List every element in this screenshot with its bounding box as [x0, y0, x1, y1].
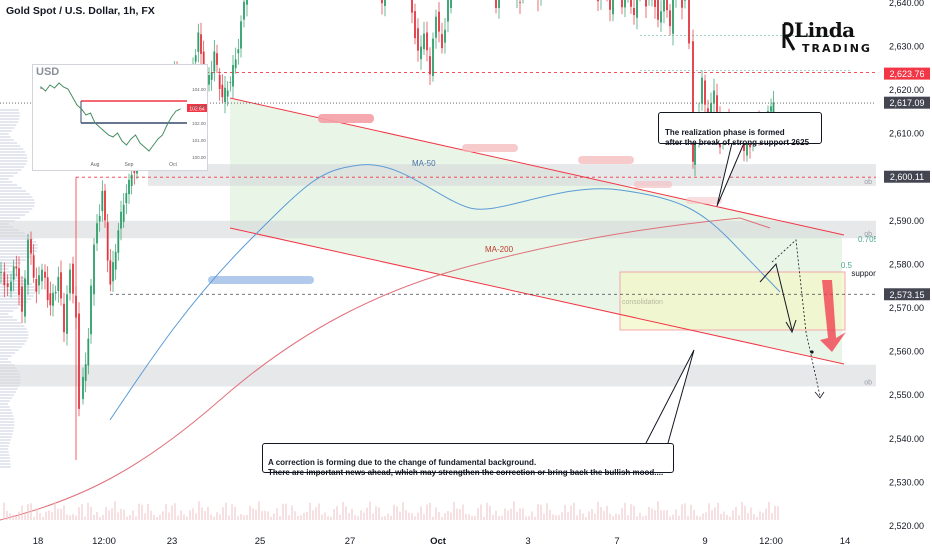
consolidation-label: consolidation [622, 299, 663, 306]
time-tick-label: 12:00 [759, 536, 783, 547]
logo-mark-icon [782, 22, 796, 51]
inset-svg: 102.64 104.00 103.00 102.00 101.00 100.00 Aug S… [40, 82, 207, 168]
price-label: 2,617.09 [889, 98, 924, 108]
consolidation-zone [620, 272, 845, 330]
ob-zone [0, 220, 876, 239]
supply-marker [578, 156, 634, 164]
time-tick-label: 3 [525, 536, 530, 547]
ob-zone-label: ob [864, 231, 872, 238]
time-tick-label: 23 [167, 536, 178, 547]
time-tick-label: 14 [840, 536, 851, 547]
ob-zone [0, 364, 876, 387]
price-label-bg [884, 67, 930, 80]
time-tick-label: Oct [430, 536, 447, 547]
inset-time-tick: Oct [169, 162, 177, 168]
ob-zone [148, 164, 876, 186]
annotation-text: A correction is forming due to the chang… [268, 458, 664, 477]
projection-point [810, 350, 814, 354]
price-tick-label: 2,590.00 [889, 216, 924, 226]
price-tick-label: 2,580.00 [889, 259, 924, 269]
time-axis-bg [0, 528, 876, 550]
time-tick-label: 18 [33, 536, 44, 547]
ob-zone-label: ob [864, 179, 872, 186]
price-tick-label: 2,540.00 [889, 434, 924, 444]
projection-arrowhead [785, 319, 797, 334]
fib-05-label: 0.5 [841, 261, 853, 270]
price-tick-label: 2,530.00 [889, 477, 924, 487]
channel-lower-line [229, 227, 845, 365]
callout-pointer [716, 142, 745, 207]
inset-price-tick: 101.00 [192, 138, 206, 143]
price-tick-label: 2,630.00 [889, 41, 924, 51]
inset-price-tick: 104.00 [192, 87, 206, 92]
price-tick-label: 2,610.00 [889, 129, 924, 139]
annotation-realization: The realization phase is formed after th… [658, 112, 822, 147]
time-tick-label: 25 [255, 536, 266, 547]
ma-50-label: MA-50 [412, 159, 436, 168]
usd-inset-chart: USD 102.64 104.00 103.00 102.00 101.00 100.00… [32, 64, 208, 171]
inset-time-tick: Sep [125, 162, 134, 168]
inset-price-line-down [40, 82, 181, 152]
inset-badge: 102.64 [189, 107, 205, 113]
supply-marker [318, 114, 374, 123]
supply-marker [686, 197, 722, 204]
inset-price-line [40, 82, 181, 152]
price-tick-label: 2,640.00 [889, 0, 924, 8]
candle-bodies-down [3, 0, 763, 409]
consolidation-border [619, 271, 846, 331]
price-tick-label: 2,620.00 [889, 85, 924, 95]
price-tick-label: 2,520.00 [889, 521, 924, 531]
annotation-text: The realization phase is formed after th… [665, 128, 810, 147]
supply-marker [634, 181, 672, 188]
chart-title: Gold Spot / U.S. Dollar, 1h, FX [6, 5, 155, 17]
ma-200-line [0, 217, 771, 521]
supply-marker [462, 144, 518, 152]
time-tick-label: 9 [702, 536, 707, 547]
price-label: 2,573.15 [889, 290, 924, 300]
ma-200-label: MA-200 [485, 245, 514, 254]
inset-price-tick: 102.00 [192, 121, 206, 126]
support-label: support [851, 269, 878, 278]
price-label: 2,600.11 [890, 172, 924, 182]
price-tick-label: 2,560.00 [889, 347, 924, 357]
price-label-bg [884, 288, 930, 301]
price-label-bg [884, 96, 930, 109]
callout-pointer [645, 349, 695, 444]
time-tick-label: 7 [614, 536, 619, 547]
price-tick-label: 2,550.00 [889, 390, 924, 400]
time-tick-label: 12:00 [92, 536, 116, 547]
demand-marker [208, 276, 314, 284]
alt-projection-arrowhead [814, 391, 825, 399]
time-tick-label: 27 [345, 536, 356, 547]
inset-badge-bg [187, 104, 207, 112]
price-tick-label: 2,570.00 [889, 303, 924, 313]
price-label: 2,623.76 [889, 69, 924, 79]
volume-bars [3, 501, 779, 520]
down-arrow-icon [820, 280, 846, 352]
annotation-correction: A correction is forming due to the chang… [262, 443, 674, 477]
inset-time-tick: Aug [91, 162, 100, 168]
brand-logo: Linda TRADING [778, 18, 870, 58]
alt-projection-path [771, 239, 821, 397]
logo-text-bottom: TRADING [802, 42, 872, 55]
fib-0705-label: 0.705 [858, 235, 879, 244]
inset-title: USD [36, 66, 60, 78]
inset-price-tick: 103.00 [192, 104, 206, 109]
inset-price-tick: 100.00 [192, 155, 206, 160]
price-label-bg [884, 170, 930, 183]
projection-path [759, 262, 793, 331]
logo-text-top: Linda [794, 18, 855, 42]
price-axis-bg [876, 0, 932, 550]
ob-zone-label: ob [864, 379, 872, 386]
ma-50-line [109, 164, 781, 421]
